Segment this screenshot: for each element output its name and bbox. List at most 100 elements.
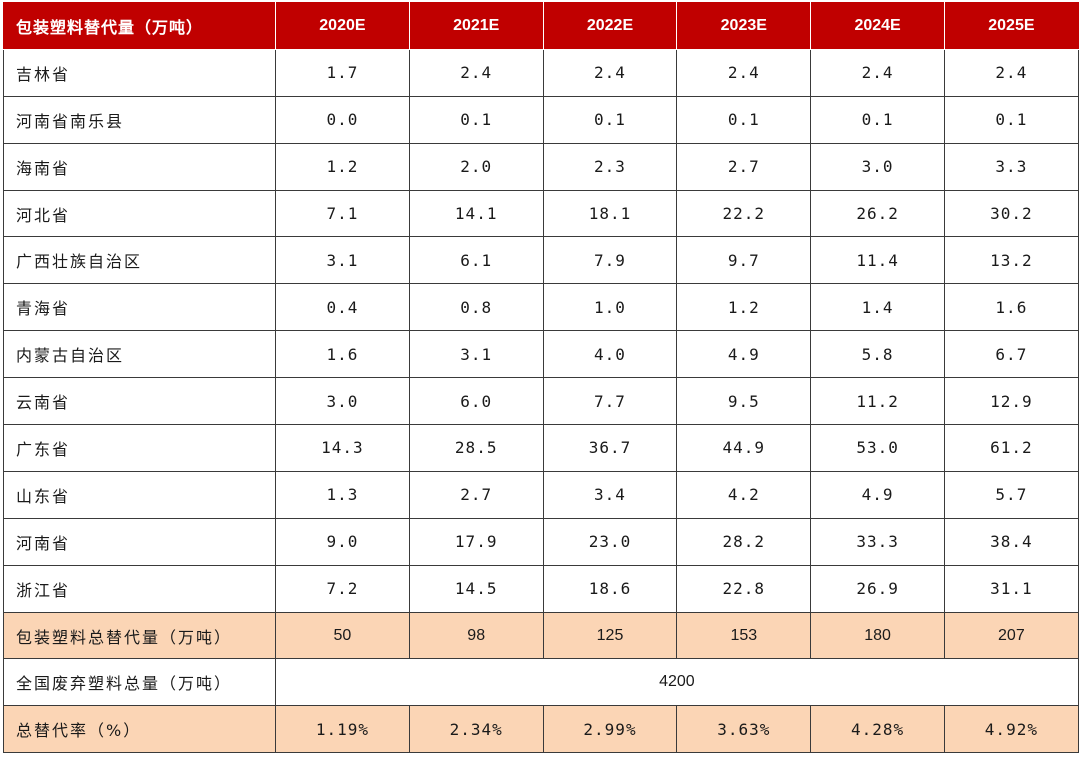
national-row: 全国废弃塑料总量（万吨） 4200 <box>3 658 1079 707</box>
value-cell: 28.2 <box>676 517 812 566</box>
value-cell: 33.3 <box>810 517 945 566</box>
value-cell: 36.7 <box>542 424 678 472</box>
value-cell: 3.1 <box>408 330 544 379</box>
table-row: 河南省南乐县 0.0 0.1 0.1 0.1 0.1 0.1 <box>3 95 1079 144</box>
total-value-cell: 180 <box>810 611 945 660</box>
value-cell: 2.4 <box>542 48 678 97</box>
header-label: 包装塑料替代量（万吨） <box>3 2 276 50</box>
value-cell: 6.0 <box>408 377 544 426</box>
table-row: 广东省 14.3 28.5 36.7 44.9 53.0 61.2 <box>3 424 1079 472</box>
value-cell: 61.2 <box>943 424 1079 472</box>
region-label: 广西壮族自治区 <box>3 236 276 285</box>
value-cell: 38.4 <box>943 517 1079 566</box>
total-label: 包装塑料总替代量（万吨） <box>3 611 276 660</box>
value-cell: 7.9 <box>542 236 678 285</box>
rate-value-cell: 3.63% <box>676 705 812 754</box>
header-year: 2023E <box>676 2 812 50</box>
region-label: 海南省 <box>3 142 276 191</box>
total-value-cell: 153 <box>676 611 812 660</box>
header-year: 2020E <box>275 2 410 50</box>
value-cell: 44.9 <box>676 424 812 472</box>
value-cell: 31.1 <box>943 564 1079 613</box>
table-row: 河北省 7.1 14.1 18.1 22.2 26.2 30.2 <box>3 189 1079 238</box>
value-cell: 0.1 <box>676 95 812 144</box>
region-label: 浙江省 <box>3 564 276 613</box>
value-cell: 0.1 <box>943 95 1079 144</box>
value-cell: 1.6 <box>943 283 1079 332</box>
value-cell: 3.4 <box>542 470 678 519</box>
value-cell: 18.1 <box>542 189 678 238</box>
value-cell: 7.7 <box>542 377 678 426</box>
total-value-cell: 98 <box>408 611 544 660</box>
value-cell: 53.0 <box>810 424 945 472</box>
table-row: 浙江省 7.2 14.5 18.6 22.8 26.9 31.1 <box>3 564 1079 613</box>
rate-value-cell: 2.99% <box>542 705 678 754</box>
value-cell: 6.1 <box>408 236 544 285</box>
value-cell: 6.7 <box>943 330 1079 379</box>
value-cell: 1.3 <box>275 470 410 519</box>
national-label: 全国废弃塑料总量（万吨） <box>3 658 276 707</box>
rate-value-cell: 1.19% <box>275 705 410 754</box>
value-cell: 7.1 <box>275 189 410 238</box>
header-row: 包装塑料替代量（万吨） 2020E 2021E 2022E 2023E 2024… <box>3 2 1079 50</box>
value-cell: 2.4 <box>943 48 1079 97</box>
value-cell: 18.6 <box>542 564 678 613</box>
region-label: 河北省 <box>3 189 276 238</box>
rate-row: 总替代率（%） 1.19% 2.34% 2.99% 3.63% 4.28% 4.… <box>3 705 1079 754</box>
value-cell: 4.9 <box>810 470 945 519</box>
region-label: 青海省 <box>3 283 276 332</box>
value-cell: 2.4 <box>408 48 544 97</box>
value-cell: 2.7 <box>676 142 812 191</box>
value-cell: 4.2 <box>676 470 812 519</box>
value-cell: 1.6 <box>275 330 410 379</box>
value-cell: 0.0 <box>275 95 410 144</box>
plastic-substitution-table: 包装塑料替代量（万吨） 2020E 2021E 2022E 2023E 2024… <box>3 2 1079 754</box>
value-cell: 1.2 <box>676 283 812 332</box>
region-label: 河南省 <box>3 517 276 566</box>
value-cell: 26.2 <box>810 189 945 238</box>
value-cell: 30.2 <box>943 189 1079 238</box>
value-cell: 17.9 <box>408 517 544 566</box>
rate-label: 总替代率（%） <box>3 705 276 754</box>
value-cell: 2.4 <box>810 48 945 97</box>
rate-value-cell: 4.28% <box>810 705 945 754</box>
value-cell: 9.7 <box>676 236 812 285</box>
value-cell: 2.0 <box>408 142 544 191</box>
table-row: 云南省 3.0 6.0 7.7 9.5 11.2 12.9 <box>3 377 1079 426</box>
value-cell: 2.7 <box>408 470 544 519</box>
value-cell: 9.0 <box>275 517 410 566</box>
value-cell: 0.1 <box>408 95 544 144</box>
value-cell: 26.9 <box>810 564 945 613</box>
value-cell: 22.8 <box>676 564 812 613</box>
region-label: 吉林省 <box>3 48 276 97</box>
rate-value-cell: 4.92% <box>943 705 1079 754</box>
total-value-cell: 207 <box>943 611 1079 660</box>
value-cell: 2.3 <box>542 142 678 191</box>
region-label: 山东省 <box>3 470 276 519</box>
table-row: 海南省 1.2 2.0 2.3 2.7 3.0 3.3 <box>3 142 1079 191</box>
value-cell: 4.9 <box>676 330 812 379</box>
region-label: 云南省 <box>3 377 276 426</box>
value-cell: 1.7 <box>275 48 410 97</box>
total-value-cell: 50 <box>275 611 410 660</box>
value-cell: 3.1 <box>275 236 410 285</box>
value-cell: 3.0 <box>275 377 410 426</box>
value-cell: 9.5 <box>676 377 812 426</box>
national-value-cell: 4200 <box>275 658 1079 707</box>
header-year: 2021E <box>408 2 544 50</box>
table-row: 吉林省 1.7 2.4 2.4 2.4 2.4 2.4 <box>3 48 1079 97</box>
value-cell: 14.5 <box>408 564 544 613</box>
region-label: 广东省 <box>3 424 276 472</box>
value-cell: 22.2 <box>676 189 812 238</box>
total-value-cell: 125 <box>542 611 678 660</box>
value-cell: 4.0 <box>542 330 678 379</box>
value-cell: 11.2 <box>810 377 945 426</box>
table-row: 广西壮族自治区 3.1 6.1 7.9 9.7 11.4 13.2 <box>3 236 1079 285</box>
table-row: 内蒙古自治区 1.6 3.1 4.0 4.9 5.8 6.7 <box>3 330 1079 379</box>
value-cell: 12.9 <box>943 377 1079 426</box>
value-cell: 11.4 <box>810 236 945 285</box>
value-cell: 0.1 <box>810 95 945 144</box>
value-cell: 14.1 <box>408 189 544 238</box>
rate-value-cell: 2.34% <box>408 705 544 754</box>
table-container: 包装塑料替代量（万吨） 2020E 2021E 2022E 2023E 2024… <box>3 2 1079 773</box>
